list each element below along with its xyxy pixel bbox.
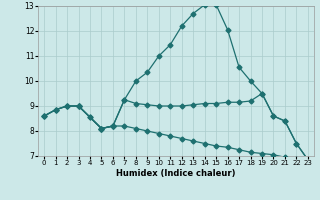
X-axis label: Humidex (Indice chaleur): Humidex (Indice chaleur): [116, 169, 236, 178]
